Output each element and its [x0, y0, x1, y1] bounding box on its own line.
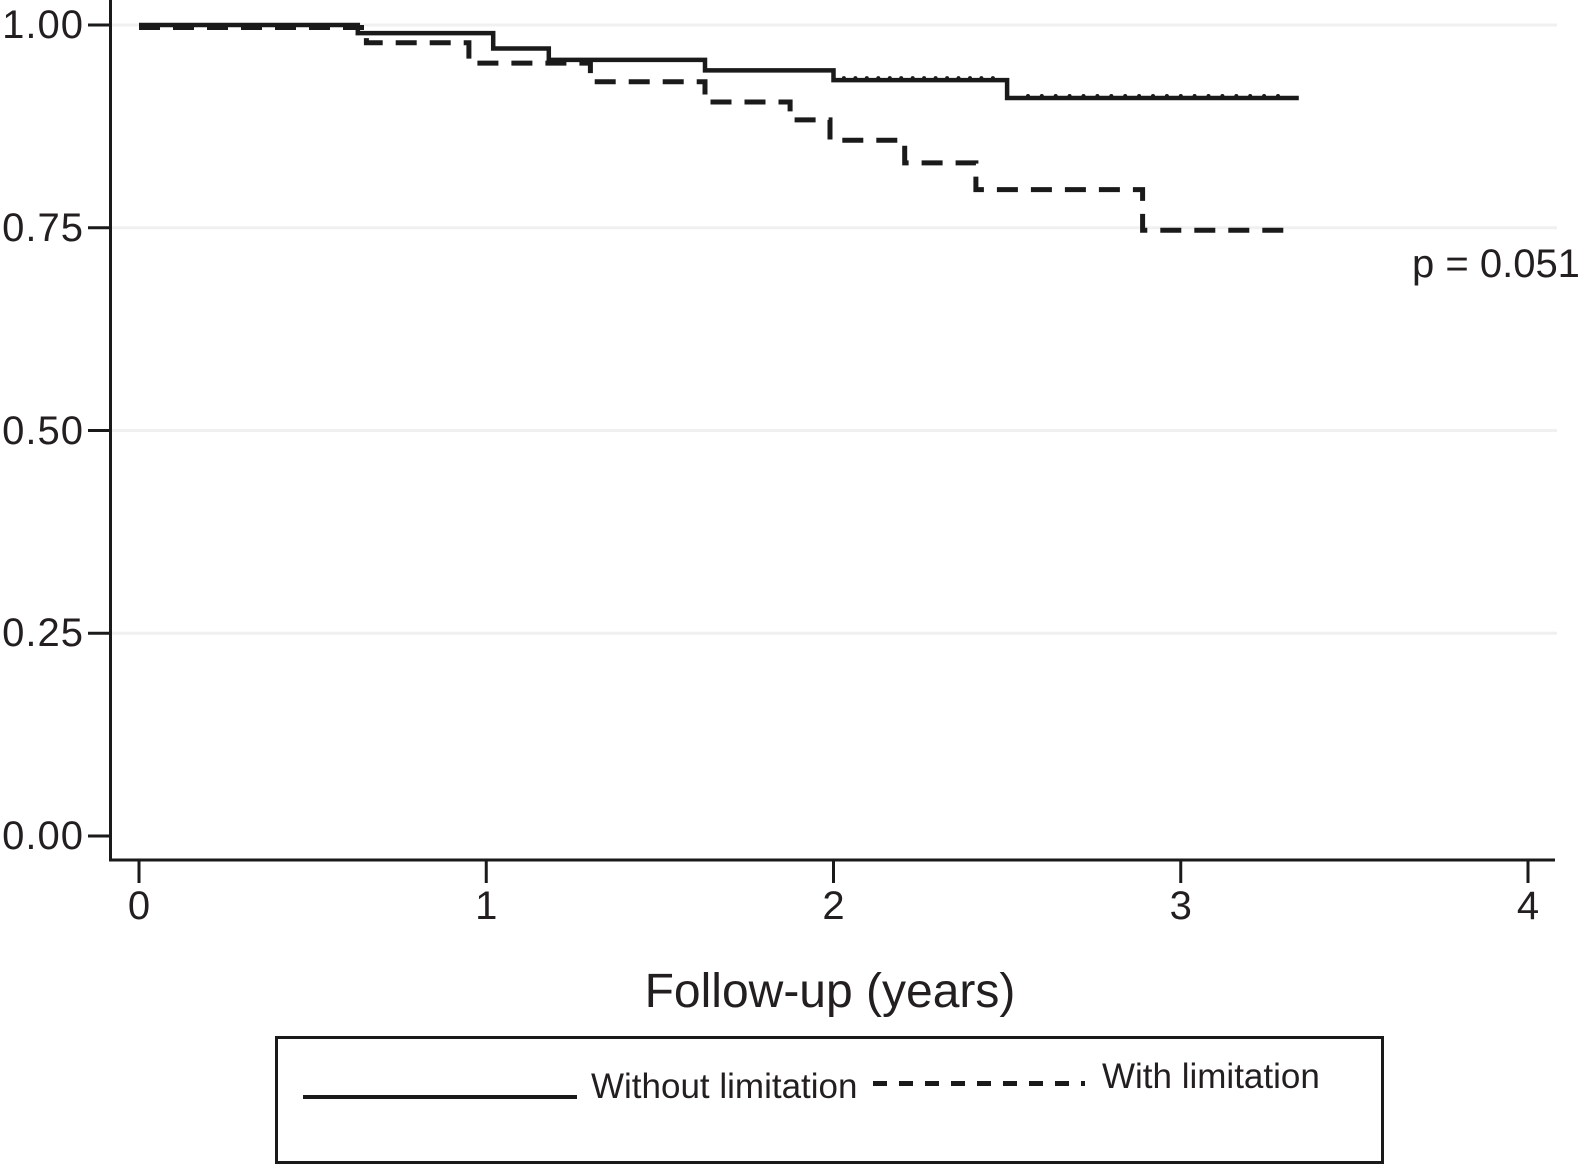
y-tick-label-0.25: 0.25 — [2, 611, 84, 656]
p-value-annotation: p = 0.051 — [1412, 242, 1580, 286]
y-tick-label-0.75: 0.75 — [2, 205, 84, 250]
censor-mark-dot — [1081, 94, 1086, 98]
censor-mark-dot — [853, 76, 858, 81]
censor-mark-dot — [945, 76, 950, 81]
censor-mark-dot — [922, 76, 927, 81]
censor-mark-dot — [1039, 94, 1044, 98]
y-tick-label-0.00: 0.00 — [2, 814, 84, 858]
censor-mark-dot — [841, 76, 846, 81]
censor-mark-dot — [1220, 94, 1225, 98]
legend-item-with-limitation: With limitation — [1102, 1057, 1320, 1096]
censor-mark-dot — [1151, 94, 1155, 98]
x-tick-label-2: 2 — [822, 884, 845, 928]
censor-mark-dot — [956, 76, 961, 81]
censor-mark-dot — [876, 76, 881, 81]
censor-mark-dot — [990, 76, 995, 81]
censor-mark-dot — [1276, 94, 1280, 98]
x-axis-title: Follow-up (years) — [644, 965, 1016, 1018]
censor-mark-dot — [864, 76, 869, 81]
censor-mark-dot — [1206, 94, 1211, 98]
x-tick-label-3: 3 — [1169, 884, 1192, 928]
censor-mark-dot — [1109, 94, 1114, 98]
censor-mark-dot — [968, 76, 972, 81]
censor-mark-dot — [1053, 94, 1058, 98]
y-tick-label-1.00: 1.00 — [2, 3, 84, 47]
censor-mark-dot — [1262, 94, 1267, 98]
censor-mark-dot — [910, 76, 915, 81]
censor-mark-dot — [1192, 94, 1197, 98]
censor-mark-dot — [933, 76, 938, 81]
censor-mark-dot — [887, 76, 892, 81]
x-tick-label-4: 4 — [1516, 884, 1540, 928]
curve-without-limitation — [139, 22, 1299, 101]
legend-box — [275, 1036, 1384, 1164]
y-tick-label-0.50: 0.50 — [2, 408, 84, 453]
legend-solid-line-sample — [303, 1095, 577, 1099]
censor-mark-dot — [1137, 94, 1142, 98]
censor-mark-dot — [1178, 94, 1183, 98]
censor-mark-dot — [1067, 94, 1072, 98]
curve-with-limitation — [139, 25, 1296, 233]
x-tick-label-1: 1 — [475, 884, 498, 928]
censor-mark-dot — [1123, 94, 1128, 98]
censor-mark-dot — [899, 76, 904, 81]
censor-mark-dot — [1026, 94, 1030, 98]
censor-mark-dot — [979, 76, 984, 81]
censor-mark-dot — [1248, 94, 1253, 98]
censor-mark-dot — [1164, 94, 1169, 98]
x-tick-label-0: 0 — [127, 884, 151, 928]
legend-dashed-line-sample — [873, 1081, 1085, 1086]
censor-mark-dot — [1095, 94, 1100, 98]
legend-item-without-limitation: Without limitation — [591, 1067, 858, 1106]
censor-mark-dot — [1234, 94, 1239, 98]
